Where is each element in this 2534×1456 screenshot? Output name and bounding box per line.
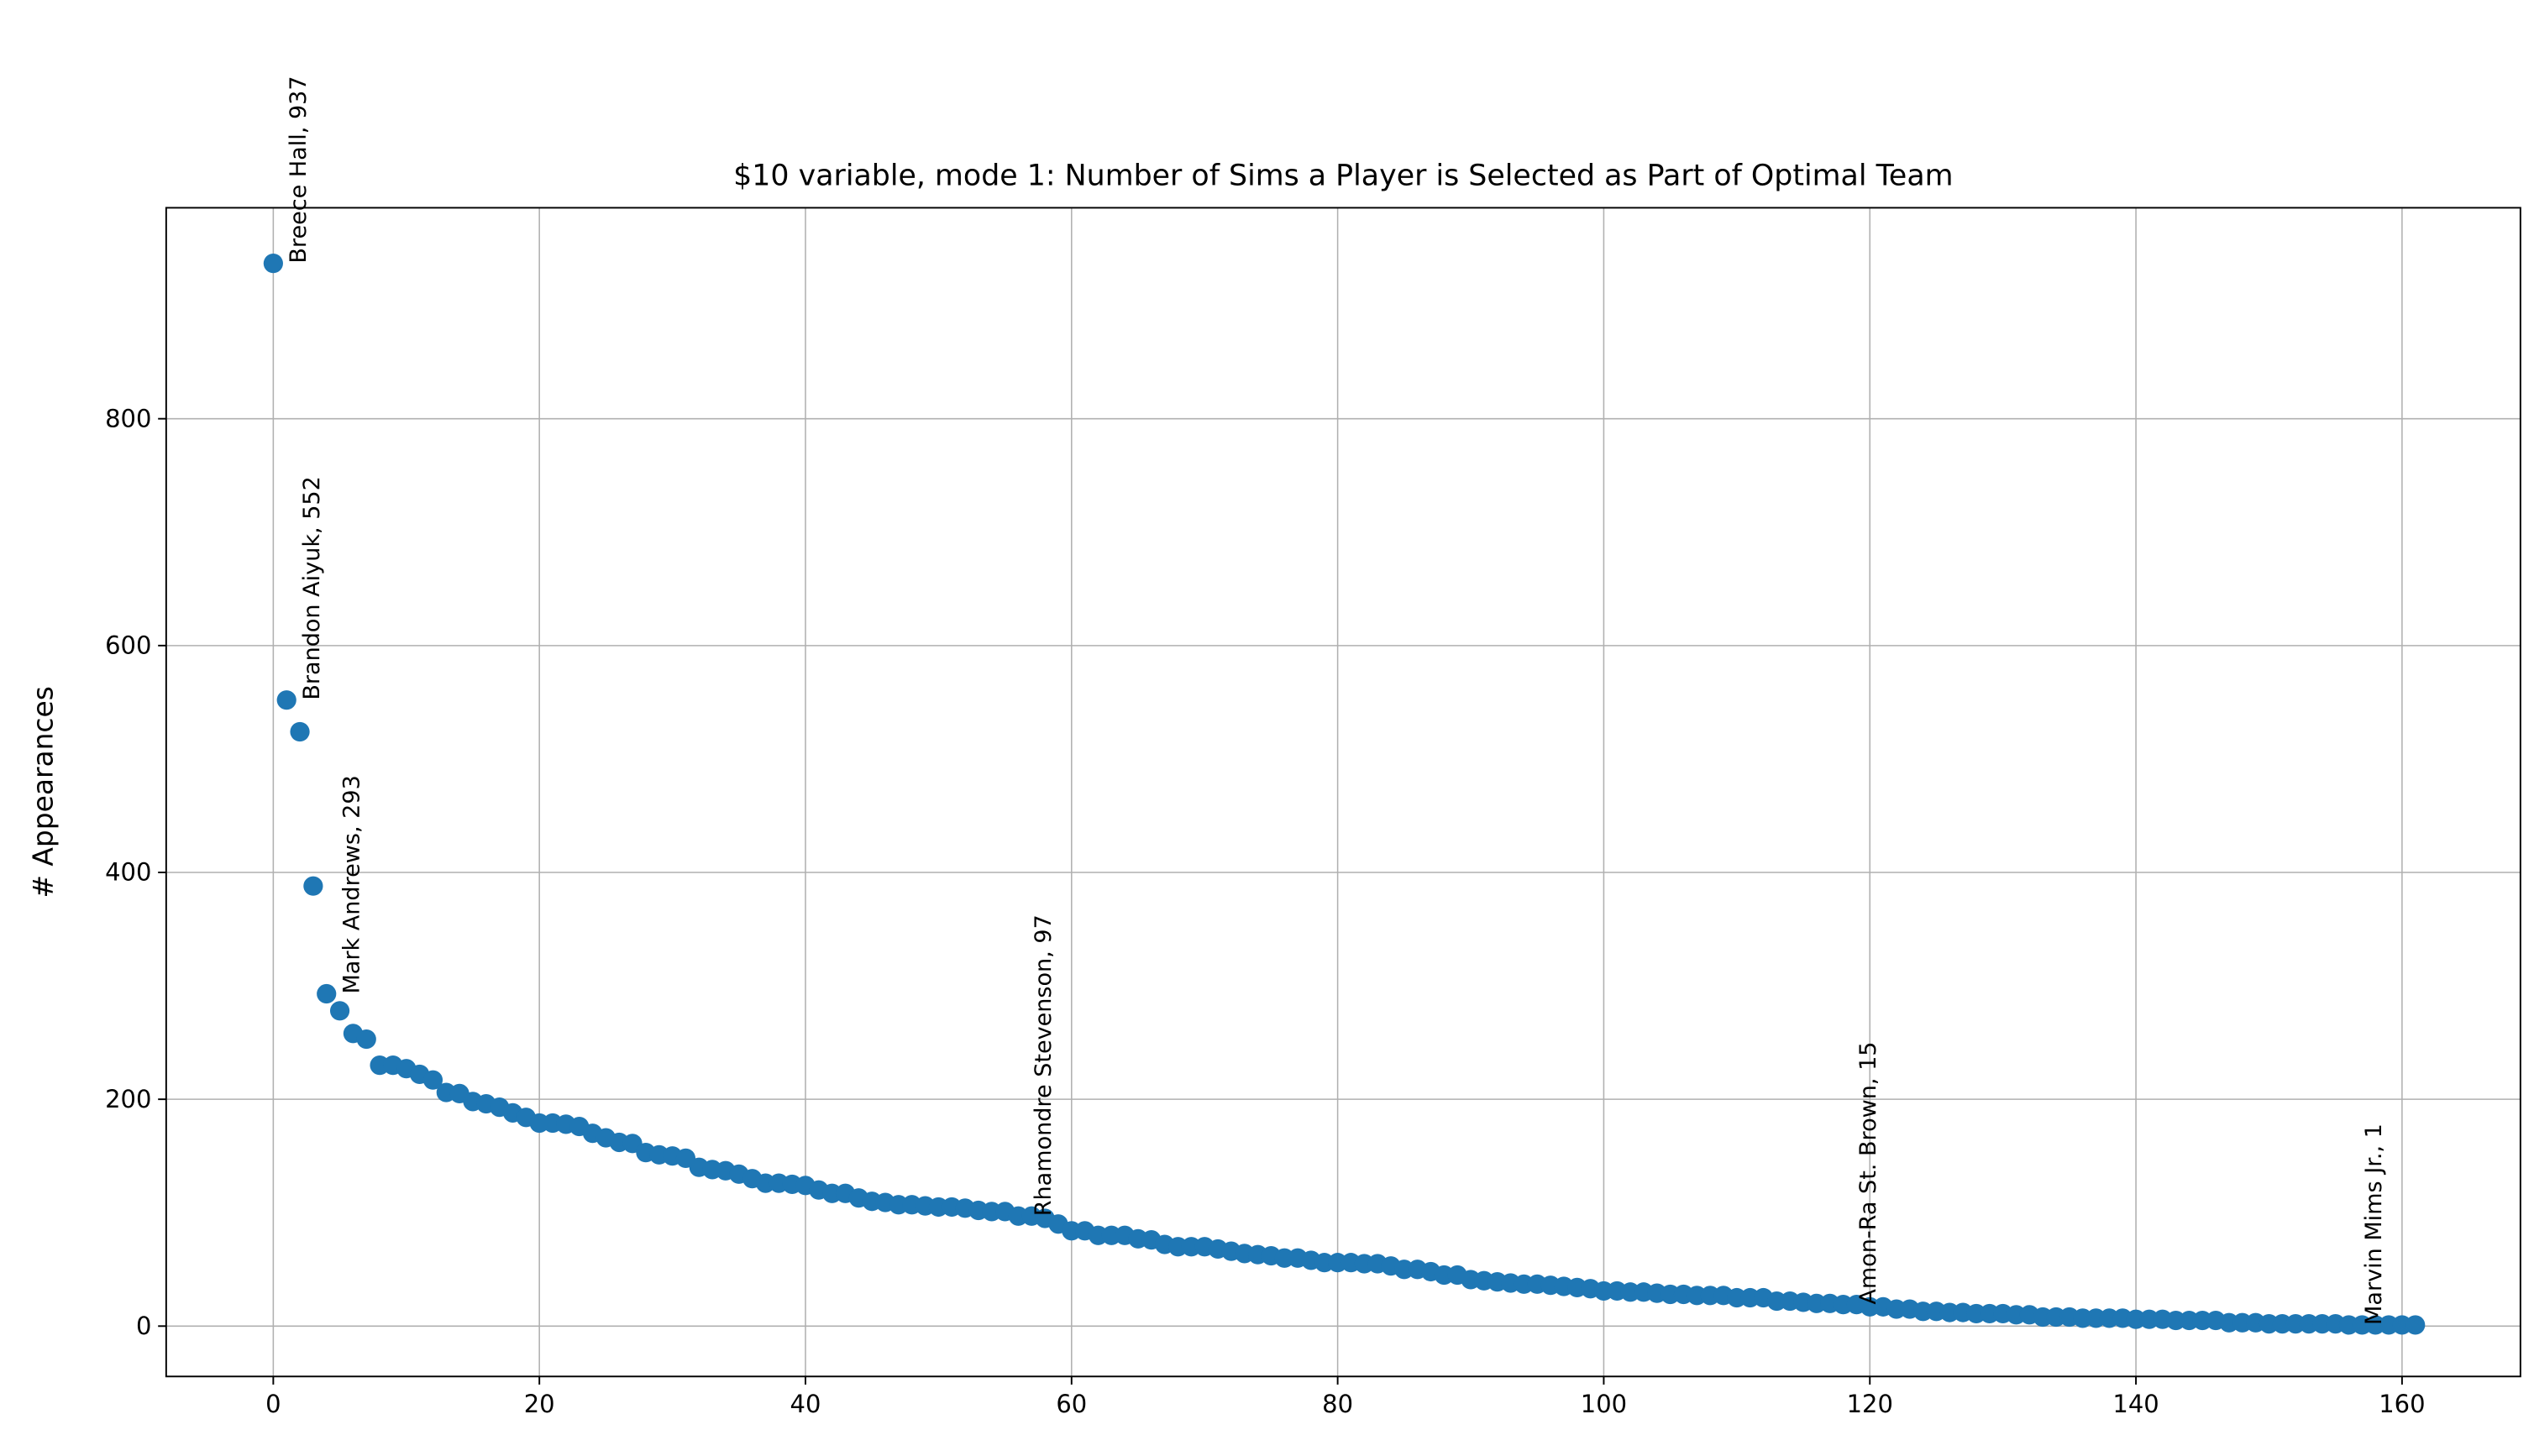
x-tick-label: 20 xyxy=(524,1390,555,1418)
y-tick-label: 200 xyxy=(105,1085,151,1113)
plot-frame xyxy=(165,207,2521,1378)
x-tick-label: 0 xyxy=(265,1390,281,1418)
point xyxy=(290,721,310,742)
point xyxy=(317,983,337,1004)
point-label: Marvin Mims Jr., 1 xyxy=(2361,1123,2387,1325)
point xyxy=(303,876,323,896)
y-axis-label: # Appearances xyxy=(27,686,60,898)
point-label: Rhamondre Stevenson, 97 xyxy=(1031,914,1057,1216)
y-tick-label: 600 xyxy=(105,631,151,660)
y-tick-label: 800 xyxy=(105,404,151,432)
point-label: Breece Hall, 937 xyxy=(286,76,312,263)
point xyxy=(2405,1315,2426,1335)
x-tick-label: 100 xyxy=(1581,1390,1627,1418)
point-label: Mark Andrews, 293 xyxy=(338,775,365,993)
x-tick-label: 160 xyxy=(2379,1390,2425,1418)
point xyxy=(422,1070,443,1090)
point xyxy=(329,1001,350,1021)
y-tick-label: 400 xyxy=(105,858,151,887)
y-tick-label: 0 xyxy=(136,1312,151,1340)
point xyxy=(356,1029,376,1050)
point-label: Brandon Aiyuk, 552 xyxy=(299,476,325,700)
marks: Breece Hall, 937 Brandon Aiyuk, 552 Mark A… xyxy=(263,76,2426,1335)
point xyxy=(263,254,283,274)
x-tick-label: 80 xyxy=(1322,1390,1353,1418)
x-tick-label: 40 xyxy=(790,1390,821,1418)
grid: 0 20 40 60 80 100 120 140 160 0 200 400 600 800 xyxy=(105,207,2521,1418)
chart-title: $10 variable, mode 1: Number of Sims a P… xyxy=(733,159,1953,192)
point xyxy=(276,690,296,710)
x-tick-label: 60 xyxy=(1056,1390,1087,1418)
x-tick-label: 140 xyxy=(2112,1390,2159,1418)
point-label: Amon-Ra St. Brown, 15 xyxy=(1855,1041,1881,1304)
x-tick-label: 120 xyxy=(1847,1390,1893,1418)
